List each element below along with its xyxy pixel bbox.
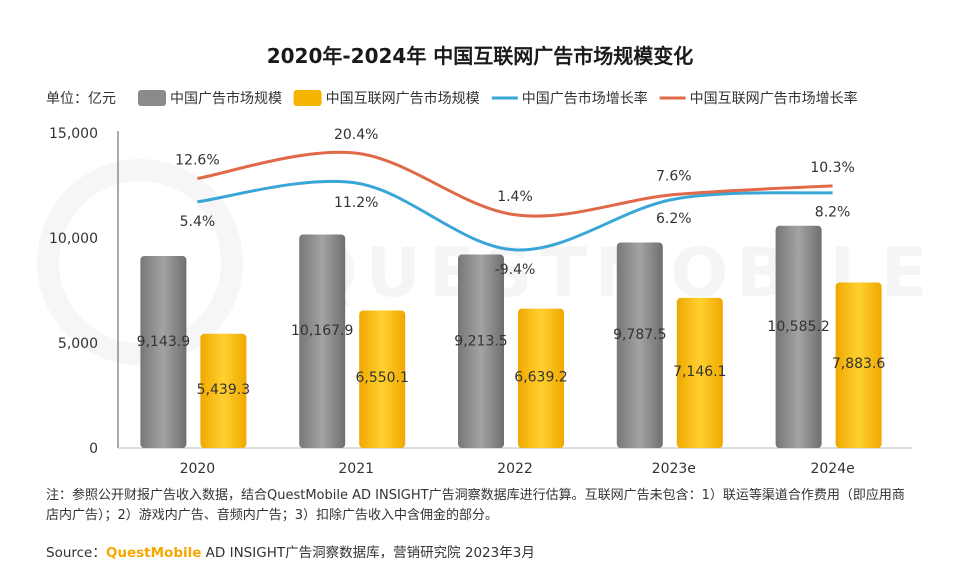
legend-label: 中国广告市场规模	[170, 90, 282, 107]
bar	[616, 242, 663, 448]
legend-label: 中国广告市场增长率	[522, 90, 648, 107]
x-tick-label: 2022	[497, 461, 533, 477]
legend-label: 中国互联网广告市场规模	[326, 90, 480, 107]
x-tick-label: 2020	[180, 461, 216, 477]
line-value-label: 12.6%	[175, 152, 219, 168]
bar-value-label: 6,639.2	[514, 369, 567, 385]
bar-value-label: 10,585.2	[767, 319, 829, 335]
chart-title: 2020年-2024年 中国互联网广告市场规模变化	[266, 44, 694, 68]
source-brand: QuestMobile	[105, 545, 202, 561]
line-value-label: 7.6%	[656, 169, 692, 185]
bar	[835, 282, 882, 448]
line-value-label: 1.4%	[497, 189, 533, 205]
chart-source: Source：QuestMobile AD INSIGHT广告洞察数据库，营销研…	[46, 541, 535, 561]
bar	[200, 333, 247, 448]
legend-unit: 单位：亿元	[46, 91, 116, 107]
bar	[140, 255, 187, 448]
bar	[299, 234, 346, 448]
bar	[676, 297, 723, 448]
bar-value-label: 9,143.9	[137, 334, 190, 350]
bar-value-label: 9,213.5	[454, 333, 507, 349]
x-tick-label: 2024e	[810, 461, 854, 477]
line-value-label: 5.4%	[180, 214, 216, 230]
y-tick-label: 5,000	[58, 336, 98, 352]
bar-value-label: 5,439.3	[197, 382, 250, 398]
line-internet-ad-growth	[197, 150, 833, 218]
x-tick-label: 2023e	[652, 461, 696, 477]
line-value-label: 10.3%	[810, 160, 854, 176]
chart-footnote: 注：参照公开财报广告收入数据，结合QuestMobile AD INSIGHT广…	[46, 488, 905, 523]
chart: QUESTMOBILE 0 5,000 10,000 15,000 单位：亿元 中国广告市场…	[46, 90, 935, 477]
bar	[458, 254, 504, 448]
bar	[775, 225, 822, 448]
bar-value-label: 7,883.6	[832, 356, 886, 372]
bar-value-label: 6,550.1	[355, 370, 408, 386]
line-value-label: 11.2%	[334, 195, 378, 211]
watermark-text: QUESTMOBILE	[300, 234, 935, 313]
line-value-label: -9.4%	[495, 262, 536, 278]
x-tick-label: 2021	[338, 461, 374, 477]
line-ad-market-growth	[197, 179, 833, 252]
bar	[359, 310, 406, 448]
source-prefix: Source：	[46, 545, 106, 561]
y-tick-label: 10,000	[49, 231, 98, 247]
y-tick-label: 0	[89, 441, 98, 457]
line-value-label: 8.2%	[815, 205, 851, 221]
bar-value-label: 10,167.9	[291, 323, 353, 339]
bar-value-label: 7,146.1	[673, 364, 726, 380]
bar-value-label: 9,787.5	[613, 327, 666, 343]
legend-label: 中国互联网广告市场增长率	[690, 90, 858, 107]
watermark-ring	[48, 170, 232, 354]
line-value-label: 20.4%	[334, 127, 378, 143]
line-value-label: 6.2%	[656, 211, 692, 227]
legend-swatch	[293, 90, 322, 106]
source-suffix: AD INSIGHT广告洞察数据库，营销研究院 2023年3月	[201, 545, 535, 561]
y-tick-label: 15,000	[49, 126, 98, 142]
bar	[518, 308, 564, 448]
legend-swatch	[138, 90, 166, 106]
